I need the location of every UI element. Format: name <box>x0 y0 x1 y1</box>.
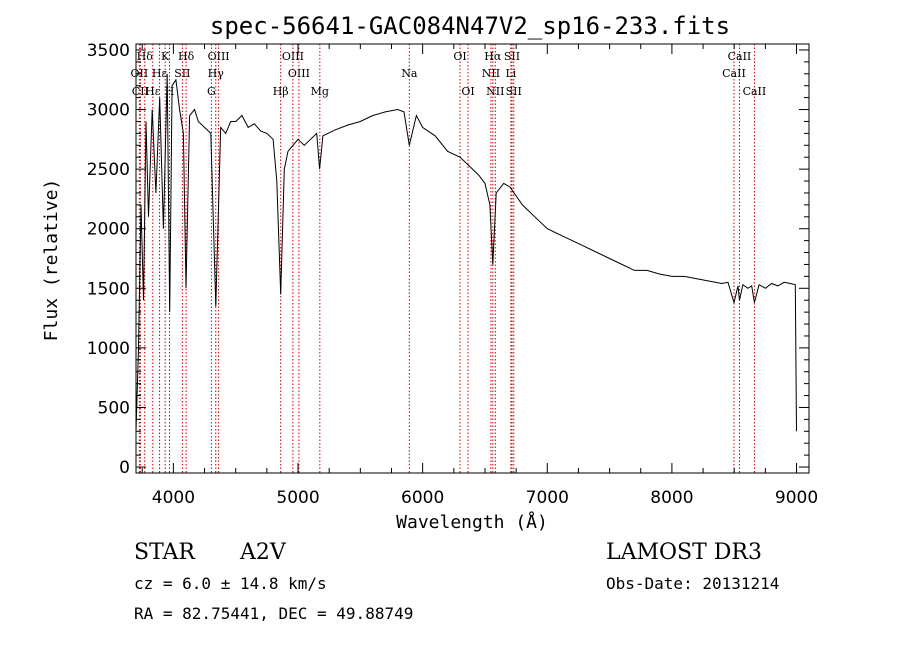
y-tick-label-2: 1000 <box>87 339 130 359</box>
coords-text: RA = 82.75441, DEC = 49.88749 <box>134 604 414 623</box>
line-marker-label-13: OIII <box>282 50 304 63</box>
x-tick-label-5: 9000 <box>775 488 818 508</box>
line-marker-label-14: OIII <box>288 67 310 80</box>
redshift-text: cz = 6.0 ± 14.8 km/s <box>134 574 327 593</box>
line-marker-label-24: SII <box>506 85 522 98</box>
y-tick-label-6: 3000 <box>87 101 130 121</box>
y-tick-label-0: 0 <box>119 458 130 478</box>
line-marker-label-15: Mg <box>311 85 329 98</box>
line-marker-label-8: SII <box>174 67 190 80</box>
line-marker-label-26: CaII <box>722 67 746 80</box>
line-marker-label-10: Hγ <box>208 67 225 80</box>
line-marker-label-19: Hα <box>484 50 502 63</box>
line-marker-label-7: Hδ <box>178 50 195 63</box>
line-marker-label-5: Hε <box>152 67 168 80</box>
x-tick-label-0: 4000 <box>152 488 195 508</box>
line-marker-label-4: K <box>161 50 170 63</box>
object-class: STAR <box>134 540 195 565</box>
chart-title: spec-56641-GAC084N47V2_sp16-233.fits <box>210 12 730 40</box>
line-marker-label-22: SII <box>504 50 520 63</box>
survey-label: LAMOST DR3 <box>606 540 762 565</box>
line-marker-label-12: Hβ <box>273 85 289 98</box>
line-marker-label-11: G <box>207 85 216 98</box>
y-tick-label-4: 2000 <box>87 220 130 240</box>
line-marker-label-3: Hε <box>145 85 161 98</box>
line-marker-label-18: OI <box>461 85 474 98</box>
line-marker-label-6: H <box>165 85 175 98</box>
line-marker-label-20: NII <box>482 67 500 80</box>
line-marker-label-16: Na <box>401 67 418 80</box>
spectrum-line <box>135 73 797 432</box>
y-tick-label-5: 2500 <box>87 160 130 180</box>
plot-frame <box>135 43 810 474</box>
x-tick-label-3: 7000 <box>526 488 569 508</box>
x-tick-label-4: 8000 <box>650 488 693 508</box>
line-marker-label-21: NII <box>486 85 504 98</box>
x-tick-label-1: 5000 <box>276 488 319 508</box>
axis-ticks: 4000 5000 6000 7000 8000 9000 0 500 1000 1500 2000… <box>87 41 818 508</box>
y-tick-label-1: 500 <box>98 398 130 418</box>
y-axis-label: Flux (relative) <box>41 179 62 342</box>
object-subclass: A2V <box>240 540 286 565</box>
x-axis-label: Wavelength (Å) <box>396 511 548 533</box>
line-marker-label-17: OI <box>453 50 466 63</box>
line-marker-label-27: CaII <box>743 85 767 98</box>
line-marker-label-23: Li <box>505 67 516 80</box>
line-marker-label-25: CaII <box>728 50 752 63</box>
y-tick-label-3: 1500 <box>87 279 130 299</box>
line-marker-label-9: OIII <box>208 50 230 63</box>
x-tick-label-2: 6000 <box>401 488 444 508</box>
obs-date-text: Obs-Date: 20131214 <box>606 574 780 593</box>
y-tick-label-7: 3500 <box>87 41 130 61</box>
line-marker-label-0: Hδ <box>137 50 154 63</box>
